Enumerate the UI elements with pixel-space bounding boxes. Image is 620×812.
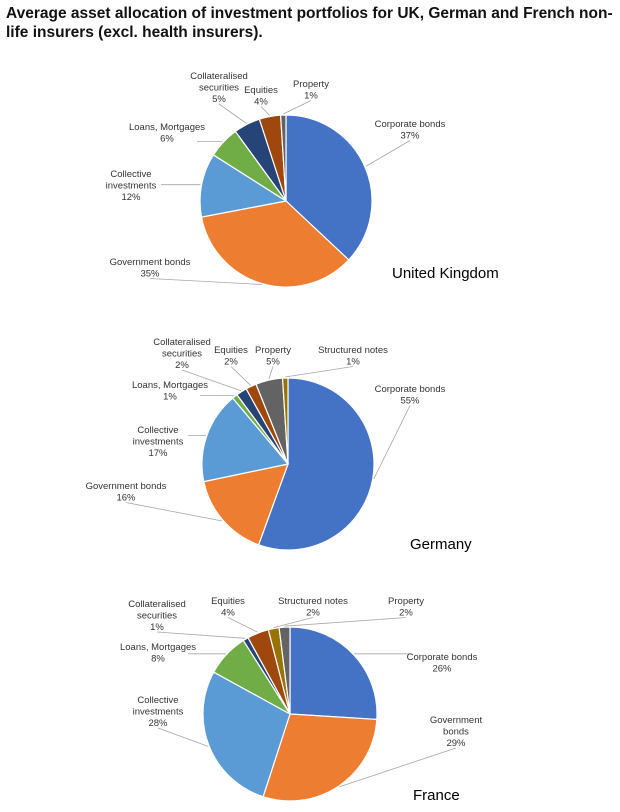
- pie-chart-germany: Corporate bonds 55% Government bonds 16% Col…: [86, 337, 473, 553]
- leader-line-property: [283, 100, 312, 115]
- slice-corporate-bonds: [285, 114, 373, 261]
- leader-line-equities: [260, 106, 270, 116]
- slice-corporate-bonds: [257, 377, 375, 551]
- leader-line-government-bonds: [339, 747, 457, 788]
- leader-line-collateralised-securities: [218, 103, 247, 124]
- leader-line-equities: [230, 366, 251, 386]
- slice-structured-notes: [281, 377, 289, 465]
- data-label-collateralised-securities: Collateralised securities 1%: [128, 599, 186, 633]
- slice-collective-investments: [201, 397, 290, 483]
- slice-government-bonds: [262, 713, 378, 802]
- data-label-government-bonds: Government bonds 16%: [86, 481, 167, 504]
- leader-line-corporate-bonds: [365, 140, 411, 167]
- slice-property: [278, 626, 291, 715]
- leader-line-property: [268, 366, 274, 380]
- data-label-structured-notes: Structured notes 2%: [278, 596, 348, 619]
- country-label-france: France: [413, 787, 460, 804]
- data-label-equities: Equities 2%: [214, 345, 248, 368]
- leader-line-corporate-bonds: [373, 405, 411, 480]
- slice-collective-investments: [202, 671, 291, 798]
- leader-line-collective-investments: [157, 727, 209, 747]
- data-label-equities: Equities 4%: [244, 85, 278, 108]
- slice-collective-investments: [199, 154, 288, 218]
- leader-line-property: [284, 617, 407, 627]
- data-label-corporate-bonds: Corporate bonds 55%: [375, 384, 446, 407]
- slice-corporate-bonds: [289, 626, 378, 721]
- country-label-united-kingdom: United Kingdom: [392, 265, 499, 282]
- data-label-collective-investments: Collective investments 12%: [106, 169, 157, 203]
- data-label-loans-mortgages: Loans, Mortgages 6%: [129, 122, 205, 145]
- leader-line-collateralised-securities: [156, 631, 246, 639]
- data-label-equities: Equities 4%: [211, 596, 245, 619]
- country-label-germany: Germany: [410, 536, 472, 553]
- data-label-property: Property 1%: [293, 79, 329, 102]
- leader-line-structured-notes: [273, 617, 314, 628]
- data-label-property: Property 5%: [255, 345, 291, 368]
- leader-line-collateralised-securities: [181, 369, 242, 392]
- data-label-government-bonds: Government bonds 29%: [430, 715, 483, 749]
- data-label-loans-mortgages: Loans, Mortgages 1%: [132, 380, 208, 403]
- leader-line-equities: [227, 617, 258, 633]
- leader-line-government-bonds: [149, 278, 262, 285]
- data-label-loans-mortgages: Loans, Mortgages 8%: [120, 642, 196, 665]
- data-label-collective-investments: Collective investments 28%: [133, 695, 184, 729]
- data-label-collective-investments: Collective investments 17%: [133, 425, 184, 459]
- slice-property: [279, 114, 287, 202]
- leader-line-structured-notes: [285, 366, 354, 378]
- data-label-corporate-bonds: Corporate bonds 37%: [375, 119, 446, 142]
- data-label-collateralised-securities: Collateralised securities 5%: [190, 71, 248, 105]
- chart-title: Average asset allocation of investment p…: [6, 5, 613, 41]
- data-label-property: Property 2%: [388, 596, 424, 619]
- data-label-structured-notes: Structured notes 1%: [318, 345, 388, 368]
- data-label-government-bonds: Government bonds 35%: [110, 257, 191, 280]
- data-label-collateralised-securities: Collateralised securities 2%: [153, 337, 211, 371]
- pie-chart-united-kingdom: Corporate bonds 37% Government bonds 35% Col…: [106, 71, 499, 288]
- data-label-corporate-bonds: Corporate bonds 26%: [407, 652, 478, 675]
- slice-government-bonds: [200, 200, 350, 288]
- slice-government-bonds: [203, 463, 289, 546]
- leader-line-government-bonds: [125, 502, 223, 522]
- pie-chart-france: Corporate bonds 26% Government bonds 29% Coll…: [120, 596, 483, 804]
